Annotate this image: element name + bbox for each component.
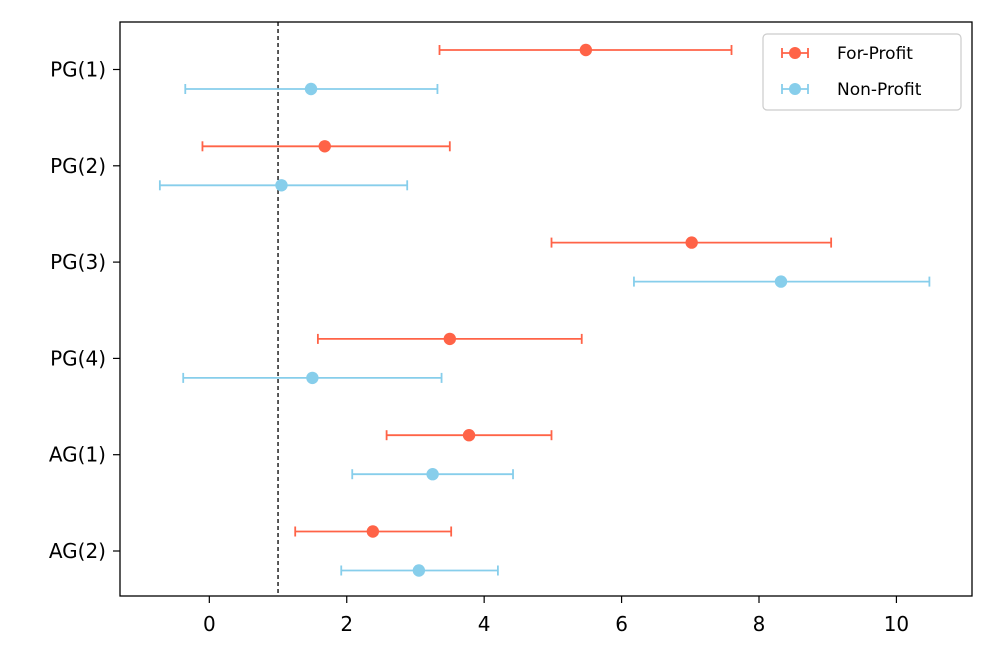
x-tick-label: 8 bbox=[753, 612, 766, 636]
point-for-profit-pg-2 bbox=[318, 140, 331, 153]
point-non-profit-ag-2 bbox=[412, 564, 426, 577]
x-tick-label: 6 bbox=[615, 612, 628, 636]
legend: For-Profit Non-Profit bbox=[762, 33, 962, 111]
legend-label: For-Profit bbox=[837, 44, 913, 64]
chart-marks bbox=[158, 22, 931, 596]
x-tick-label: 10 bbox=[884, 612, 909, 636]
legend-marker bbox=[789, 47, 801, 59]
y-tick-label: PG(3) bbox=[50, 250, 106, 274]
point-for-profit-pg-4 bbox=[443, 332, 457, 346]
point-non-profit-pg-2 bbox=[275, 179, 288, 192]
legend-frame bbox=[762, 33, 962, 111]
y-tick-label: PG(2) bbox=[50, 154, 106, 178]
chart-axes: 0 2 4 6 8 10 PG(1) PG(2) PG(3) PG(4) AG(1) AG(2) bbox=[49, 58, 909, 637]
point-non-profit-pg-4 bbox=[306, 371, 319, 385]
plot-frame bbox=[119, 21, 973, 597]
point-for-profit-pg-1 bbox=[579, 43, 593, 57]
x-tick-label: 2 bbox=[340, 612, 353, 636]
y-tick-label: PG(1) bbox=[50, 58, 106, 82]
y-tick-label: AG(2) bbox=[49, 539, 106, 563]
legend-label: Non-Profit bbox=[837, 80, 922, 100]
x-tick-label: 0 bbox=[203, 612, 216, 636]
point-for-profit-ag-2 bbox=[366, 525, 380, 538]
point-non-profit-ag-1 bbox=[426, 468, 439, 481]
legend-entry-for-profit: For-Profit bbox=[781, 44, 913, 64]
legend-entry-non-profit: Non-Profit bbox=[781, 80, 922, 100]
point-non-profit-pg-1 bbox=[304, 82, 318, 96]
y-tick-label: PG(4) bbox=[50, 346, 106, 370]
point-for-profit-ag-1 bbox=[462, 429, 476, 442]
x-tick-label: 4 bbox=[478, 612, 491, 636]
legend-marker bbox=[789, 83, 801, 95]
point-for-profit-pg-3 bbox=[685, 236, 698, 249]
point-non-profit-pg-3 bbox=[774, 275, 788, 288]
series-non-profit bbox=[158, 82, 931, 577]
y-tick-label: AG(1) bbox=[49, 443, 106, 467]
series-for-profit bbox=[201, 43, 833, 538]
